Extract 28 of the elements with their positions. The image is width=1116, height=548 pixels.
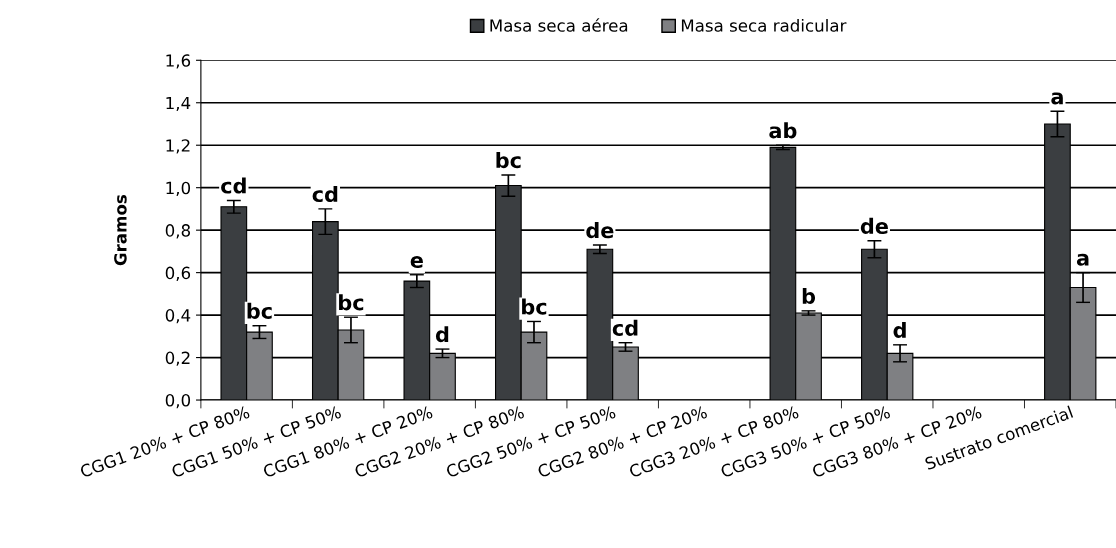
annotation: cd — [221, 177, 246, 194]
annotation: cd — [312, 185, 338, 203]
y-tick-label: 0,2 — [165, 351, 190, 366]
y-tick-label: 0,6 — [165, 266, 191, 281]
annotation: ab — [769, 122, 797, 139]
legend-label: Masa seca radicular — [681, 18, 847, 32]
annotation: bc — [522, 298, 547, 315]
y-tick-label: 0,0 — [165, 394, 191, 409]
legend-label: Masa seca aérea — [490, 18, 628, 32]
annotation: de — [860, 217, 888, 234]
annotation: de — [586, 222, 614, 239]
y-tick-label: 1,0 — [166, 181, 191, 196]
annotation: bc — [247, 302, 272, 319]
annotation: e — [410, 255, 423, 268]
annotation: d — [893, 321, 906, 339]
annotation: b — [802, 287, 816, 305]
annotation: a — [1051, 92, 1063, 105]
y-tick-label: 1,2 — [166, 139, 190, 154]
annotation: a — [1076, 253, 1089, 266]
annotation: bc — [496, 152, 521, 169]
y-tick-label: 0,4 — [165, 309, 191, 324]
annotation: bc — [339, 294, 364, 311]
y-tick-label: 0,8 — [165, 224, 191, 239]
y-axis-title: Gramos — [114, 195, 127, 266]
y-tick-label: 1,6 — [166, 54, 191, 69]
annotation: d — [435, 326, 449, 343]
y-tick-label: 1,4 — [166, 96, 191, 112]
annotation: cd — [612, 319, 638, 336]
